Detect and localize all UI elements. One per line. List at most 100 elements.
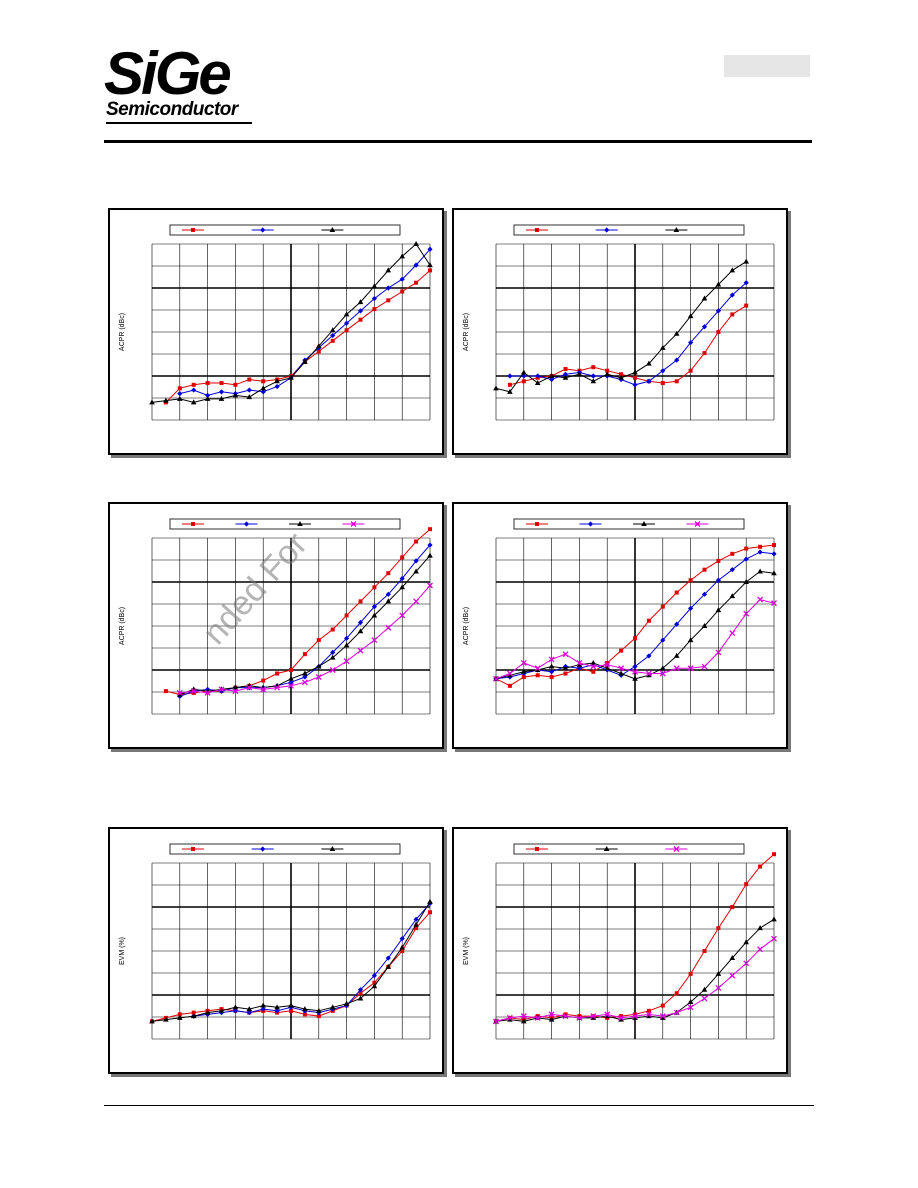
series-magenta [176, 582, 433, 696]
series-blue [507, 280, 749, 388]
data-point [701, 986, 708, 992]
data-point [414, 926, 419, 931]
data-point [687, 1004, 694, 1011]
legend-box [169, 518, 401, 530]
data-point [730, 312, 735, 317]
data-point [191, 387, 197, 393]
data-point [619, 648, 624, 653]
data-point [357, 299, 364, 305]
data-point [288, 374, 294, 380]
data-point [646, 618, 651, 623]
data-point [246, 1006, 253, 1012]
data-point [274, 378, 280, 384]
data-point [260, 686, 267, 693]
data-point [343, 658, 350, 665]
series-magenta [493, 596, 777, 682]
data-point [385, 624, 392, 631]
legend [169, 518, 401, 530]
data-point [191, 382, 196, 387]
data-point [646, 1008, 651, 1013]
data-point [520, 1013, 527, 1020]
data-point [619, 1014, 624, 1019]
data-point [562, 651, 569, 658]
data-point [534, 1014, 541, 1021]
data-point [632, 369, 638, 375]
data-point [659, 670, 666, 677]
data-point [548, 373, 555, 378]
data-point [548, 1016, 555, 1022]
data-point [246, 684, 253, 691]
legend-marker [350, 521, 357, 527]
data-point [563, 366, 568, 371]
data-point [590, 1014, 597, 1020]
data-point [771, 935, 777, 942]
data-point [507, 382, 512, 387]
data-point [673, 665, 680, 672]
data-point [177, 691, 183, 697]
data-point [428, 268, 432, 273]
acpr-chart-4: ACPR (dBc) [463, 518, 777, 715]
data-point [315, 674, 322, 680]
data-point [701, 995, 708, 1002]
data-point [414, 280, 419, 285]
data-point [371, 637, 378, 644]
data-point [357, 995, 364, 1001]
data-point [521, 675, 526, 680]
data-point [386, 298, 391, 303]
data-point [329, 327, 336, 333]
chart-panel-2: ACPR (dBc) [452, 208, 788, 455]
data-point [604, 1011, 611, 1018]
series-black [493, 568, 777, 681]
data-point [604, 661, 611, 668]
y-axis-label: EVM (%) [119, 937, 126, 965]
data-point [605, 368, 610, 373]
legend-marker [603, 846, 610, 851]
data-point [232, 688, 239, 695]
data-point [385, 267, 392, 273]
data-point [618, 665, 625, 672]
data-point [190, 688, 197, 695]
data-point [302, 358, 308, 364]
plot-grid [495, 243, 775, 421]
data-point [771, 551, 777, 557]
data-point [548, 1011, 555, 1018]
data-point [590, 378, 597, 384]
data-point [688, 578, 693, 583]
data-point [660, 1003, 665, 1008]
data-point [316, 349, 321, 354]
data-point [385, 963, 392, 969]
data-point [218, 686, 225, 693]
data-point [246, 394, 253, 400]
y-axis-label: ACPR (dBc) [119, 313, 126, 351]
data-point [413, 241, 419, 246]
legend-marker [191, 522, 195, 526]
data-point [274, 1004, 280, 1010]
data-point [289, 668, 293, 672]
y-axis-label: EVM (%) [463, 937, 470, 965]
legend [169, 224, 401, 236]
data-point [343, 311, 350, 317]
data-point [261, 678, 266, 683]
data-point [521, 668, 527, 674]
data-point [730, 551, 735, 556]
data-point [715, 577, 721, 583]
data-point [493, 675, 499, 682]
data-point [744, 546, 749, 551]
chart-panel-4: ACPR (dBc) [452, 502, 788, 749]
sige-logo: SiGe [104, 40, 232, 107]
data-point [715, 607, 722, 613]
data-point [576, 371, 583, 377]
data-point [357, 628, 364, 634]
data-point [743, 280, 749, 286]
data-point [590, 1013, 597, 1020]
data-point [590, 373, 596, 379]
data-point [288, 1002, 294, 1008]
data-point [358, 991, 363, 996]
data-point [399, 612, 406, 619]
data-point [302, 670, 308, 676]
acpr-chart-3: ACPR (dBc) [119, 518, 433, 715]
series-black [149, 898, 433, 1024]
data-point [507, 373, 513, 379]
data-point [177, 386, 182, 391]
data-point [772, 543, 776, 548]
